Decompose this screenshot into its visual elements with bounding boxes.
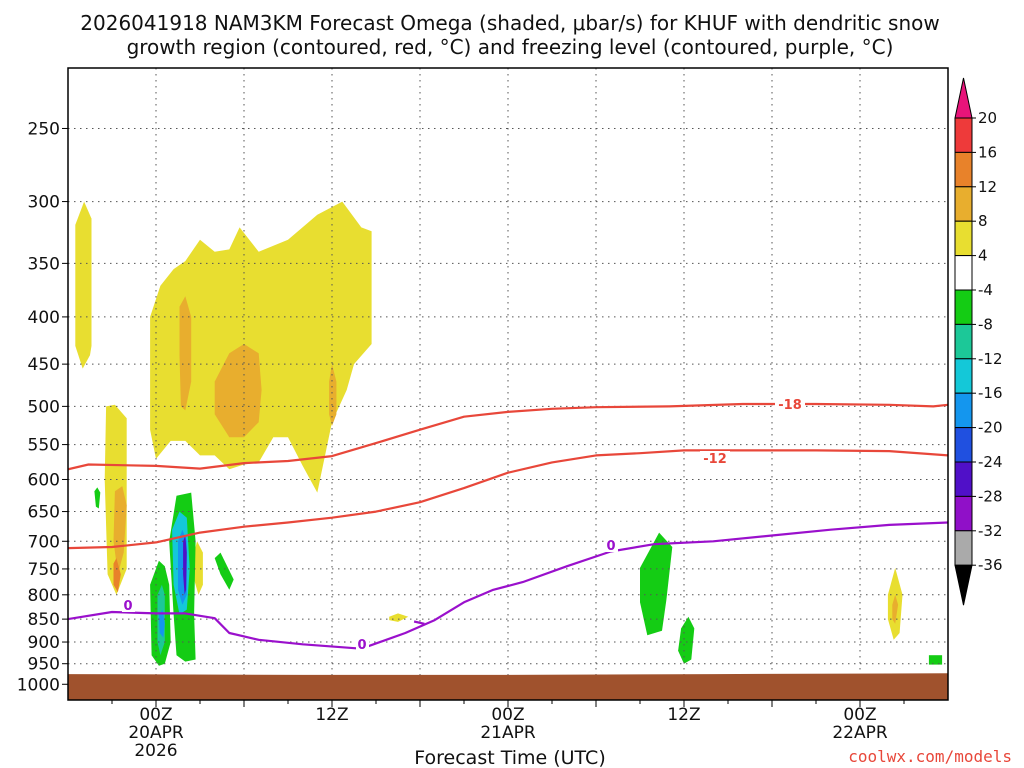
y-tick-label-750: 750	[28, 560, 60, 580]
contour-labels: -18 -12 0 0 0	[122, 397, 805, 653]
contour-lines	[68, 402, 948, 650]
freezing-label-3: 0	[606, 539, 615, 554]
y-tick-label-600: 600	[28, 470, 60, 490]
omega-region-6	[113, 486, 127, 575]
colorbar-swatch-7	[954, 323, 973, 360]
colorbar-label-4: 4	[978, 247, 988, 265]
colorbar-label--20: -20	[978, 419, 1003, 437]
x-axis-label: Forecast Time (UTC)	[414, 747, 605, 768]
y-tick-label-300: 300	[28, 193, 60, 213]
omega-region-16	[640, 532, 673, 636]
y-tick-label-350: 350	[28, 254, 60, 274]
contour-dgz-top	[68, 402, 948, 471]
colorbar: 20 16 12 8 4 -4 -8 -12 -16 -20 -24 -28 -32 -36	[954, 77, 1003, 606]
dgz-top-label-bg	[775, 397, 805, 411]
y-tick-label-500: 500	[28, 397, 60, 417]
freezing-label-2-bg	[356, 637, 369, 651]
dgz-bottom-label: -12	[703, 452, 727, 467]
contour-freezing-hook	[413, 620, 425, 625]
omega-region-18	[928, 655, 943, 665]
omega-region-8	[194, 541, 203, 595]
omega-region-7	[113, 558, 121, 593]
freezing-label-2: 0	[357, 638, 366, 653]
x-tick-label-12-0: 12Z	[315, 705, 348, 725]
colorbar-label--16: -16	[978, 384, 1003, 402]
colorbar-swatch-1	[954, 117, 973, 153]
freezing-label-3-bg	[605, 538, 618, 552]
colorbar-swatch-13	[954, 530, 973, 566]
colorbar-label--4: -4	[978, 281, 993, 299]
colorbar-swatch-3	[954, 186, 973, 222]
terrain-below-ground	[68, 673, 948, 700]
colorbar-label--28: -28	[978, 487, 1003, 505]
y-tick-label-550: 550	[28, 436, 60, 456]
omega-region-15	[214, 552, 234, 590]
y-tick-label-900: 900	[28, 633, 60, 653]
omega-region-22	[183, 535, 187, 595]
x-tick-label-0-1: 20APR	[128, 723, 184, 743]
y-tick-label-800: 800	[28, 586, 60, 606]
colorbar-top-arrow	[954, 77, 973, 119]
x-tick-label-48-1: 22APR	[832, 723, 888, 743]
colorbar-swatch-12	[954, 495, 973, 532]
colorbar-swatch-8	[954, 358, 973, 394]
plot-area	[68, 68, 948, 700]
omega-region-11	[892, 594, 899, 624]
colorbar-label-12: 12	[978, 178, 997, 196]
omega-shading	[75, 201, 943, 666]
x-tick-label-0-2: 2026	[134, 741, 177, 761]
y-tick-label-1000: 1000	[17, 675, 60, 695]
y-tick-label-700: 700	[28, 532, 60, 552]
x-tick-label-24-1: 21APR	[480, 723, 536, 743]
y-tick-label-650: 650	[28, 503, 60, 523]
omega-region-2	[150, 201, 372, 493]
y-tick-label-950: 950	[28, 655, 60, 675]
y-tick-label-250: 250	[28, 119, 60, 139]
colorbar-swatch-11	[954, 461, 973, 497]
contour-dgz-bottom	[68, 449, 948, 550]
freezing-label-1-bg	[122, 598, 135, 612]
dgz-bottom-label-bg	[700, 451, 730, 465]
chart-title-line1: 2026041918 NAM3KM Forecast Omega (shaded…	[80, 11, 939, 35]
omega-region-5	[329, 364, 337, 426]
y-tick-label-400: 400	[28, 308, 60, 328]
colorbar-bottom-arrow	[954, 564, 973, 606]
x-tick-label-48-0: 00Z	[843, 705, 876, 725]
colorbar-label--32: -32	[978, 522, 1003, 540]
colorbar-label-8: 8	[978, 212, 988, 230]
colorbar-label-16: 16	[978, 143, 997, 161]
x-tick-label-0-0: 00Z	[139, 705, 172, 725]
omega-region-12	[94, 487, 101, 509]
x-tick-label-24-0: 00Z	[491, 705, 524, 725]
colorbar-swatch-10	[954, 427, 973, 463]
y-tick-label-450: 450	[28, 355, 60, 375]
colorbar-swatch-2	[954, 151, 973, 188]
colorbar-label--12: -12	[978, 350, 1003, 368]
omega-region-9	[389, 613, 409, 622]
colorbar-label-20: 20	[978, 109, 997, 127]
colorbar-swatch-5	[954, 255, 973, 291]
colorbar-swatch-4	[954, 220, 973, 257]
y-tick-label-850: 850	[28, 610, 60, 630]
y-axis: 250 300 350 400 450 500 550 600 650 700 750 800 850 9…	[17, 119, 68, 695]
omega-region-0	[75, 201, 92, 369]
contour-freezing	[68, 521, 948, 650]
credit-text: coolwx.com/models	[848, 747, 1012, 766]
colorbar-swatch-6	[954, 289, 973, 325]
x-tick-label-36-0: 12Z	[667, 705, 700, 725]
chart-title-line2: growth region (contoured, red, °C) and f…	[127, 35, 894, 59]
colorbar-swatch-9	[954, 392, 973, 429]
colorbar-label--24: -24	[978, 453, 1003, 471]
omega-region-3	[179, 296, 192, 411]
colorbar-label--8: -8	[978, 315, 993, 333]
omega-region-23	[158, 609, 165, 638]
omega-region-17	[678, 616, 695, 664]
freezing-label-1: 0	[123, 599, 132, 614]
omega-region-4	[214, 344, 262, 438]
colorbar-label--36: -36	[978, 556, 1003, 574]
dgz-top-label: -18	[778, 398, 802, 413]
